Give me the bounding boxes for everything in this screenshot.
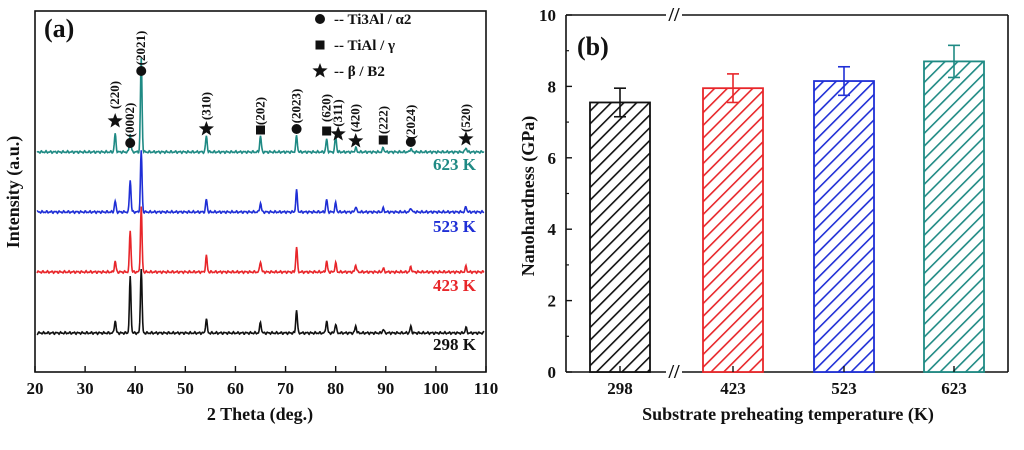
x-tick-label-298: 298 <box>607 379 633 398</box>
panel-b-label: (b) <box>577 32 609 61</box>
x-tick-label: 110 <box>474 379 499 398</box>
peak-label-text: (520) <box>458 104 473 132</box>
bar-523 <box>813 80 875 373</box>
xrd-pattern-623k <box>36 58 485 155</box>
phase-legend: -- Ti3Al / α2 -- TiAl / γ -- β / B2 <box>312 12 411 80</box>
x-axis-ticks: 20 30 40 50 60 70 80 90 100 110 <box>27 366 499 398</box>
xrd-pattern-423k <box>36 206 485 275</box>
x-axis-ticks: 298 423 523 623 <box>607 366 967 398</box>
panel-b-x-axis-title: Substrate preheating temperature (K) <box>642 404 934 425</box>
x-tick-label: 30 <box>77 379 94 398</box>
panel-a-label: (a) <box>44 14 74 43</box>
peak-marker-square <box>322 126 332 136</box>
legend-square-icon <box>315 40 325 50</box>
peak-marker-star <box>198 121 214 136</box>
peak-marker-circle <box>291 124 302 134</box>
y-tick-label: 8 <box>548 77 557 96</box>
peak-label-text: (220) <box>107 81 122 109</box>
peak-label: (311) <box>330 99 345 126</box>
peak-label: (2021) <box>133 31 148 66</box>
y-tick-label: 2 <box>548 292 557 311</box>
series-label-523k: 523 K <box>433 217 477 236</box>
xrd-series-group <box>36 58 485 336</box>
x-tick-label: 60 <box>227 379 244 398</box>
legend-circle-icon <box>315 14 325 24</box>
bar-623 <box>923 60 985 373</box>
peak-label-text: (202) <box>253 97 268 125</box>
axis-break-bottom: // <box>667 361 680 383</box>
y-tick-label: 6 <box>548 149 557 168</box>
x-tick-label: 100 <box>423 379 449 398</box>
x-tick-label: 20 <box>27 379 44 398</box>
peak-label: (0002) <box>122 103 137 138</box>
bar-298 <box>589 101 651 373</box>
peak-label: (420) <box>348 104 363 132</box>
x-tick-label: 50 <box>177 379 194 398</box>
series-label-298k: 298 K <box>433 335 477 354</box>
y-tick-label: 10 <box>539 6 556 25</box>
peak-marker-circle <box>125 138 136 148</box>
axis-break-top: // <box>667 4 680 26</box>
series-label-423k: 423 K <box>433 276 477 295</box>
peak-label-text: (310) <box>198 92 213 120</box>
y-tick-label: 4 <box>548 220 557 239</box>
peak-label: (2024) <box>403 105 418 140</box>
y-axis-ticks: 0 2 4 6 8 10 <box>539 6 572 382</box>
peak-label-text: (620) <box>319 94 334 122</box>
panel-a: (a) 298 K 423 K 523 K 623 K (220)(0002) (202… <box>3 10 499 425</box>
peak-marker-star <box>348 133 364 148</box>
bar-group <box>589 44 985 373</box>
peak-label: (520) <box>458 104 473 132</box>
peak-label: (220) <box>107 81 122 109</box>
peak-label: (2023) <box>289 89 304 124</box>
panel-b: // // (b) 0 2 4 6 8 10 298 423 523 623 Substrate … <box>518 4 1009 425</box>
x-tick-label-623: 623 <box>941 379 967 398</box>
peak-marker-star <box>330 126 346 141</box>
peak-label-text: (2023) <box>289 89 304 124</box>
peak-label: (620) <box>319 94 334 122</box>
peak-annotations: (220)(0002) (2021) (310) (202) (2023) (620)(3… <box>107 31 474 148</box>
peak-label-text: (420) <box>348 104 363 132</box>
peak-label-text: (2021) <box>133 31 148 66</box>
peak-marker-circle <box>405 137 416 147</box>
x-tick-label: 70 <box>277 379 294 398</box>
xrd-pattern-523k <box>36 150 485 215</box>
peak-marker-square <box>256 125 265 135</box>
xrd-series-labels: 298 K 423 K 523 K 623 K <box>433 155 477 354</box>
peak-label: (222) <box>375 106 390 134</box>
legend-entry-1: -- TiAl / γ <box>334 38 395 54</box>
peak-label-text: (222) <box>375 106 390 134</box>
panel-b-y-axis-title: Nanohardness (GPa) <box>518 116 539 277</box>
peak-label-text: (2024) <box>403 105 418 140</box>
peak-marker-star <box>458 131 474 146</box>
panel-a-x-axis-title: 2 Theta (deg.) <box>207 404 313 425</box>
peak-label-text: (311) <box>330 99 345 126</box>
x-tick-label: 90 <box>377 379 394 398</box>
legend-entry-2: -- β / B2 <box>334 64 385 80</box>
peak-marker-circle <box>136 66 147 76</box>
bar-423 <box>702 87 764 373</box>
x-tick-label: 40 <box>127 379 144 398</box>
x-tick-label: 80 <box>327 379 344 398</box>
legend-star-icon <box>312 63 328 78</box>
legend-entry-0: -- Ti3Al / α2 <box>334 12 411 28</box>
peak-label-text: (0002) <box>122 103 137 138</box>
peak-marker-square <box>378 135 388 145</box>
xrd-pattern-298k <box>36 269 485 336</box>
peak-marker-star <box>107 113 123 128</box>
x-tick-label-423: 423 <box>720 379 746 398</box>
series-label-623k: 623 K <box>433 155 477 174</box>
panel-a-frame <box>34 10 487 373</box>
panel-a-y-axis-title: Intensity (a.u.) <box>3 136 24 249</box>
x-tick-label-523: 523 <box>831 379 857 398</box>
peak-label: (310) <box>198 92 213 120</box>
y-tick-label: 0 <box>548 363 557 382</box>
peak-label: (202) <box>253 97 268 125</box>
